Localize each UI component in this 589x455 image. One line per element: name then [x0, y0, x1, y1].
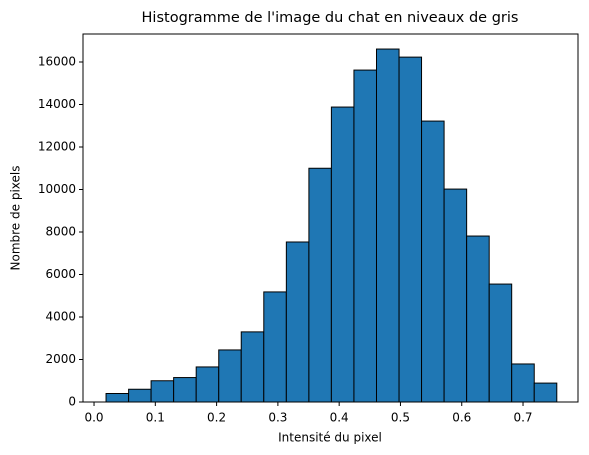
bar	[330, 106, 355, 403]
bar	[421, 120, 445, 403]
y-tick-label: 6000	[45, 267, 76, 281]
bar	[488, 283, 513, 403]
x-axis-label: Intensité du pixel	[278, 431, 382, 445]
y-tick-label: 16000	[38, 55, 76, 69]
bar	[105, 393, 130, 403]
y-tick-label: 0	[68, 395, 76, 409]
bar	[218, 349, 242, 403]
bar	[308, 167, 332, 403]
y-tick-label: 14000	[38, 97, 76, 111]
bar	[263, 291, 287, 403]
bar	[398, 56, 423, 403]
bar	[511, 363, 535, 403]
plot-frame	[82, 33, 579, 403]
x-tick-label: 0.3	[268, 411, 287, 425]
x-tick-label: 0.1	[146, 411, 165, 425]
bar	[375, 48, 400, 403]
bar	[466, 235, 490, 403]
bar	[443, 188, 468, 403]
bar	[353, 69, 377, 403]
x-tick-label: 0.6	[452, 411, 471, 425]
y-tick-label: 12000	[38, 140, 76, 154]
y-tick-label: 2000	[45, 352, 76, 366]
chart-title: Histogramme de l'image du chat en niveau…	[142, 10, 519, 26]
x-tick-label: 0.5	[391, 411, 410, 425]
bar	[533, 382, 558, 403]
x-tick-label: 0.0	[84, 411, 103, 425]
bar	[285, 241, 310, 403]
x-tick-label: 0.7	[513, 411, 532, 425]
bar	[128, 388, 152, 403]
bar	[240, 331, 265, 403]
y-axis-label: Nombre de pixels	[9, 166, 23, 271]
bar	[150, 380, 175, 403]
y-tick-label: 4000	[45, 310, 76, 324]
x-tick-label: 0.4	[330, 411, 349, 425]
bar	[195, 366, 220, 403]
bar	[173, 377, 197, 403]
y-tick-label: 10000	[38, 182, 76, 196]
x-tick-label: 0.2	[207, 411, 226, 425]
y-tick-label: 8000	[45, 225, 76, 239]
